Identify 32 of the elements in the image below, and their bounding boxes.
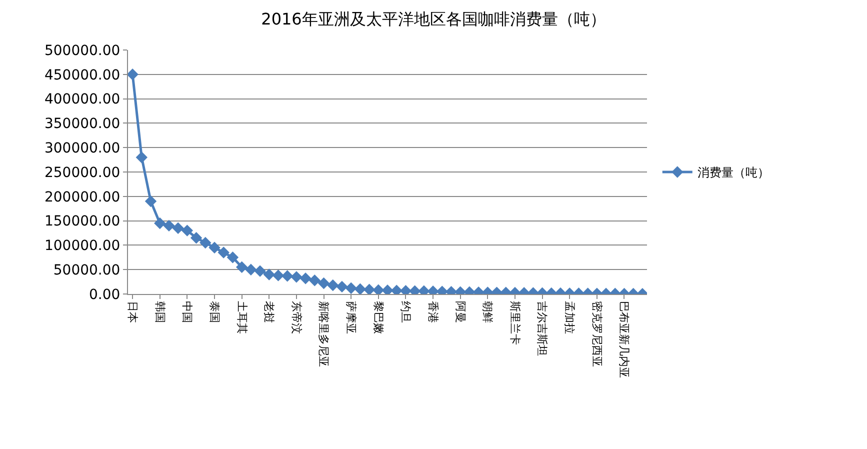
y-tick-label: 450000.00 [44,67,120,84]
x-tick-label: 泰国 [208,301,221,324]
y-tick-label: 100000.00 [44,238,120,254]
y-tick-label: 200000.00 [44,189,120,206]
x-tick-label: 韩国 [153,301,166,324]
y-tick-label: 400000.00 [44,92,120,108]
x-tick-label: 斯里兰卡 [508,301,522,346]
x-tick-label: 黎巴嫩 [372,301,385,334]
legend-label: 消费量（吨） [697,166,770,180]
x-tick-label: 孟加拉 [563,301,576,334]
x-tick-label: 吉尔吉斯坦 [536,301,549,356]
y-tick-label: 300000.00 [44,140,120,156]
x-tick-label: 密克罗尼西亚 [590,301,604,368]
x-tick-label: 萨摩亚 [344,301,358,334]
y-tick-label: 250000.00 [44,164,120,181]
x-tick-label: 日本 [126,301,139,324]
y-tick-label: 50000.00 [53,262,120,278]
y-tick-label: 350000.00 [44,116,120,132]
y-tick-label: 0.00 [89,286,120,303]
chart-title: 2016年亚洲及太平洋地区各国咖啡消费量（吨） [261,10,606,29]
x-tick-label: 约旦 [399,301,412,324]
x-tick-label: 香港 [426,301,440,324]
x-tick-label: 新喀里多尼亚 [317,301,330,368]
x-tick-label: 中国 [180,301,194,324]
x-tick-label: 土耳其 [235,301,248,334]
y-tick-label: 150000.00 [44,214,120,230]
x-tick-label: 巴布亚新几内亚 [618,301,631,378]
y-tick-label: 500000.00 [44,42,120,59]
x-tick-label: 阿曼 [454,301,467,324]
x-tick-label: 东帝汶 [290,301,303,334]
x-tick-label: 朝鲜 [481,301,494,324]
x-tick-label: 老挝 [262,301,276,324]
